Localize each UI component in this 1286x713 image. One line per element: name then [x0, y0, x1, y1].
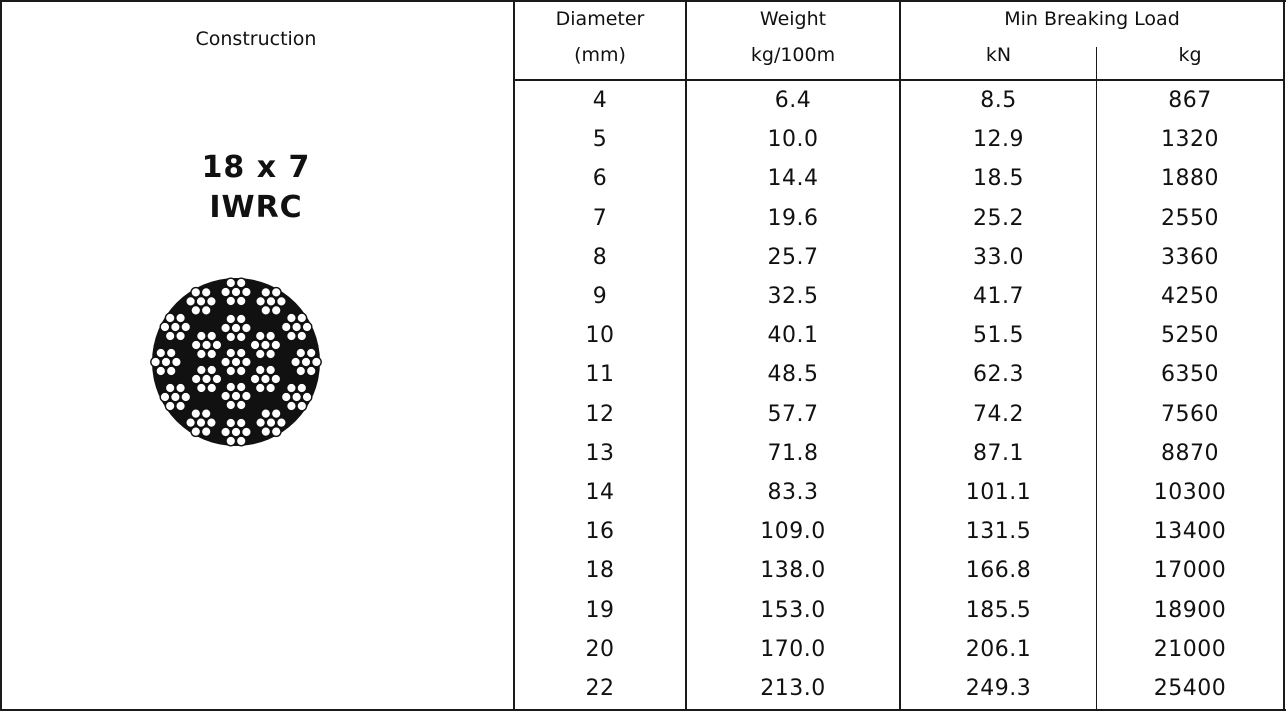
table-cell-diameter: 20 — [585, 636, 615, 662]
table-cell-weight: 170.0 — [760, 636, 826, 662]
table-cell-kg: 7560 — [1161, 401, 1219, 427]
table-cell-kn: 8.5 — [980, 88, 1017, 114]
table-cell-diameter: 14 — [585, 480, 615, 506]
table-cell-diameter: 9 — [592, 284, 608, 310]
table-cell-weight: 213.0 — [760, 676, 826, 702]
table-cell-weight: 10.0 — [767, 127, 819, 153]
table-cell-diameter: 5 — [592, 127, 608, 153]
table-cell-kn: 87.1 — [973, 440, 1024, 466]
table-cell-kn: 41.7 — [973, 284, 1024, 310]
table-cell-kg: 5250 — [1161, 323, 1219, 349]
construction-code-line2: IWRC — [209, 190, 303, 225]
table-cell-diameter: 11 — [585, 362, 615, 388]
table-cell-weight: 19.6 — [767, 205, 819, 231]
table-cell-kg: 6350 — [1161, 362, 1219, 388]
table-cell-diameter: 10 — [585, 323, 615, 349]
table-cell-kg: 17000 — [1153, 558, 1227, 584]
table-cell-kg: 1320 — [1161, 127, 1219, 153]
table-cell-kn: 25.2 — [973, 205, 1024, 231]
col-divider-weight — [899, 0, 901, 711]
table-cell-kg: 867 — [1168, 88, 1212, 114]
table-cell-kg: 13400 — [1153, 519, 1227, 545]
table-cell-diameter: 22 — [585, 676, 615, 702]
table-cell-kn: 131.5 — [965, 519, 1032, 545]
table-cell-weight: 6.4 — [774, 88, 812, 114]
table-cell-kg: 4250 — [1161, 284, 1219, 310]
table-cell-weight: 48.5 — [767, 362, 819, 388]
table-cell-diameter: 19 — [585, 597, 615, 623]
diameter-header-line1: Diameter — [555, 8, 645, 30]
table-cell-diameter: 7 — [592, 205, 608, 231]
table-cell-kn: 206.1 — [965, 636, 1032, 662]
table-cell-kn: 74.2 — [973, 401, 1024, 427]
col-divider-construction — [513, 0, 515, 711]
table-cell-kg: 25400 — [1153, 676, 1227, 702]
table-cell-kn: 249.3 — [965, 676, 1032, 702]
table-border-bottom — [0, 709, 1286, 711]
table-cell-kg: 3360 — [1161, 244, 1219, 270]
weight-header-line1: Weight — [759, 8, 827, 30]
table-cell-weight: 14.4 — [767, 166, 819, 192]
table-cell-kg: 21000 — [1153, 636, 1227, 662]
table-cell-kg: 10300 — [1153, 480, 1227, 506]
table-cell-kn: 18.5 — [973, 166, 1024, 192]
table-cell-weight: 138.0 — [760, 558, 826, 584]
table-cell-kn: 12.9 — [973, 127, 1024, 153]
table-border-left — [0, 0, 2, 711]
table-cell-diameter: 4 — [592, 88, 608, 114]
table-cell-diameter: 13 — [585, 440, 615, 466]
table-cell-diameter: 8 — [592, 244, 608, 270]
table-cell-weight: 71.8 — [767, 440, 819, 466]
weight-header-line2: kg/100m — [750, 44, 836, 66]
table-cell-kn: 62.3 — [973, 362, 1024, 388]
table-cell-diameter: 18 — [585, 558, 615, 584]
table-cell-weight: 153.0 — [760, 597, 826, 623]
construction-code-line1: 18 x 7 — [201, 150, 311, 185]
table-cell-kn: 185.5 — [965, 597, 1032, 623]
wire-rope-cross-section-icon — [150, 277, 322, 447]
header-divider — [513, 79, 1285, 81]
kn-header: kN — [985, 44, 1012, 66]
table-cell-kg: 1880 — [1161, 166, 1219, 192]
table-cell-kg: 8870 — [1161, 440, 1219, 466]
min-breaking-load-header: Min Breaking Load — [1004, 8, 1180, 30]
table-cell-weight: 40.1 — [767, 323, 819, 349]
kg-header: kg — [1178, 44, 1202, 66]
col-divider-kn — [1096, 47, 1097, 711]
table-border-right — [1283, 0, 1285, 711]
table-cell-kn: 33.0 — [973, 244, 1024, 270]
table-cell-weight: 57.7 — [767, 401, 819, 427]
col-divider-diameter — [685, 0, 687, 711]
table-border-top — [0, 0, 1286, 2]
construction-header: Construction — [195, 28, 317, 50]
table-cell-weight: 25.7 — [767, 244, 819, 270]
table-cell-kn: 51.5 — [973, 323, 1024, 349]
diameter-header-line2: (mm) — [574, 44, 626, 66]
table-cell-kn: 166.8 — [965, 558, 1032, 584]
table-cell-weight: 32.5 — [767, 284, 819, 310]
table-cell-weight: 109.0 — [760, 519, 826, 545]
table-cell-diameter: 12 — [585, 401, 615, 427]
table-cell-weight: 83.3 — [767, 480, 819, 506]
table-cell-diameter: 6 — [592, 166, 608, 192]
table-cell-kg: 18900 — [1153, 597, 1227, 623]
table-cell-kg: 2550 — [1161, 205, 1219, 231]
table-cell-diameter: 16 — [585, 519, 615, 545]
table-cell-kn: 101.1 — [965, 480, 1032, 506]
